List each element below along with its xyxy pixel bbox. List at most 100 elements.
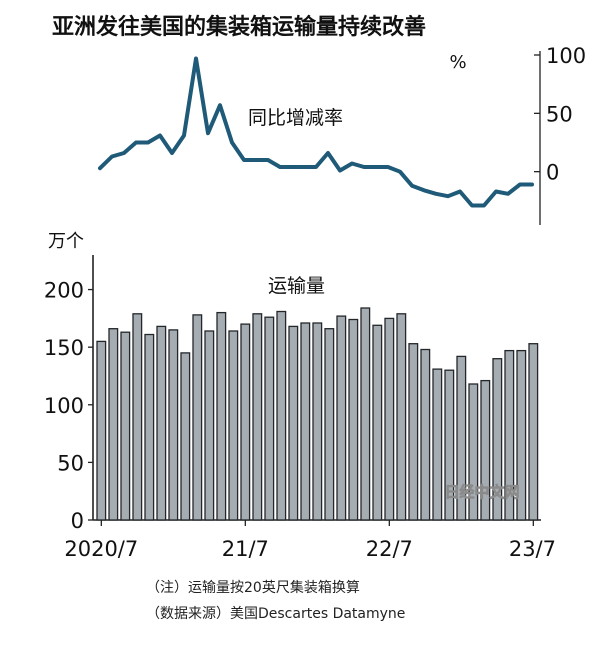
growth-rate-point xyxy=(230,140,234,145)
volume-bar xyxy=(480,379,491,521)
volume-bar xyxy=(192,314,203,521)
volume-bar xyxy=(216,311,227,521)
volume-bar xyxy=(348,318,359,521)
volume-bar xyxy=(120,331,131,521)
growth-rate-point xyxy=(482,203,486,208)
note-line-1: （注）运输量按20英尺集装箱换算 xyxy=(146,579,360,596)
growth-rate-point xyxy=(506,192,510,196)
line-y-tick-label: 50 xyxy=(546,102,573,126)
growth-rate-point xyxy=(386,165,390,169)
bar-y-tick-label: 200 xyxy=(44,279,84,303)
volume-bar xyxy=(96,340,107,521)
volume-bar xyxy=(492,358,503,521)
bar-series-label: 运输量 xyxy=(268,275,325,297)
growth-rate-point xyxy=(242,158,246,162)
volume-bar xyxy=(336,315,347,521)
bar-y-tick-label: 0 xyxy=(71,509,84,533)
volume-bar xyxy=(228,330,239,521)
bar-x-tick-label: 21/7 xyxy=(222,537,269,561)
bar-y-tick-label: 100 xyxy=(44,394,84,418)
growth-rate-point xyxy=(434,192,438,196)
bar-x-tick-label: 2020/7 xyxy=(64,537,138,561)
bar-x-tick-labels: 2020/7 21/7 22/7 23/7 xyxy=(64,537,556,561)
bar-y-tick-label: 50 xyxy=(57,451,84,475)
volume-bar xyxy=(312,322,323,521)
growth-rate-line xyxy=(98,56,534,208)
growth-rate-point xyxy=(194,56,198,61)
volume-bar xyxy=(264,316,275,521)
growth-rate-point xyxy=(350,161,354,166)
volume-bar xyxy=(180,352,191,521)
growth-rate-point xyxy=(410,184,414,188)
bar-unit-label: 万个 xyxy=(48,231,84,252)
growth-rate-point xyxy=(158,133,162,138)
volume-bar xyxy=(240,323,251,521)
note-line-2: （数据来源）美国Descartes Datamyne xyxy=(146,606,405,622)
growth-rate-point xyxy=(218,103,222,107)
volume-bar xyxy=(144,333,155,521)
volume-bar xyxy=(252,313,263,521)
volume-bar xyxy=(432,368,443,521)
growth-rate-point xyxy=(266,158,270,162)
growth-rate-point xyxy=(326,151,330,155)
volume-bar xyxy=(408,343,419,521)
volume-bar xyxy=(516,349,527,521)
volume-bar xyxy=(372,324,383,521)
growth-rate-point xyxy=(170,151,174,155)
volume-bar xyxy=(300,322,311,521)
growth-rate-point xyxy=(182,133,186,138)
volume-bar xyxy=(468,383,479,521)
growth-rate-point xyxy=(134,140,138,145)
growth-rate-point xyxy=(206,131,210,135)
line-y-tick-label: 100 xyxy=(546,44,586,68)
growth-rate-point xyxy=(314,165,318,169)
growth-rate-point xyxy=(122,151,126,155)
growth-rate-point xyxy=(518,182,522,187)
line-y-tick-label: 0 xyxy=(546,161,559,185)
growth-rate-point xyxy=(110,154,114,159)
volume-bar xyxy=(360,307,371,521)
bar-y-tick-label: 150 xyxy=(44,336,84,360)
line-y-tick-labels: 100 50 0 xyxy=(546,44,586,185)
growth-rate-point xyxy=(374,165,378,169)
volume-bar xyxy=(132,313,143,521)
volume-bar xyxy=(444,369,455,521)
line-unit-label: % xyxy=(449,52,466,73)
volume-bar xyxy=(288,325,299,521)
volume-bar xyxy=(396,313,407,521)
growth-rate-point xyxy=(302,165,306,169)
bar-x-tick-label: 22/7 xyxy=(366,537,413,561)
growth-rate-point xyxy=(338,168,342,173)
volume-bar xyxy=(168,329,179,521)
line-series-label: 同比增减率 xyxy=(248,107,343,129)
growth-rate-point xyxy=(278,165,282,169)
growth-rate-point xyxy=(98,166,102,170)
chart-title: 亚洲发往美国的集装箱运输量持续改善 xyxy=(52,14,426,40)
growth-rate-point xyxy=(446,194,450,198)
line-y-axis xyxy=(534,51,541,225)
growth-rate-point xyxy=(290,165,294,169)
volume-bar xyxy=(156,325,167,521)
bar-x-tick-label: 23/7 xyxy=(509,537,556,561)
watermark: 日经中文网 xyxy=(444,483,519,501)
volume-bar xyxy=(528,343,539,521)
growth-rate-point xyxy=(494,189,498,194)
growth-rate-point xyxy=(146,140,150,145)
growth-rate-point xyxy=(458,189,462,194)
growth-rate-point xyxy=(470,203,474,208)
volume-bar xyxy=(324,328,335,521)
volume-bar xyxy=(384,317,395,521)
growth-rate-point xyxy=(530,182,534,187)
growth-rate-point xyxy=(422,188,426,192)
bar-y-tick-labels: 200 150 100 50 0 xyxy=(44,279,84,533)
growth-rate-point xyxy=(398,170,402,174)
volume-bar xyxy=(420,348,431,521)
growth-rate-point xyxy=(254,158,258,162)
line-series xyxy=(98,56,534,208)
volume-bar xyxy=(108,328,119,521)
volume-bar xyxy=(504,349,515,521)
volume-bar xyxy=(276,310,287,521)
volume-bar xyxy=(204,330,215,521)
